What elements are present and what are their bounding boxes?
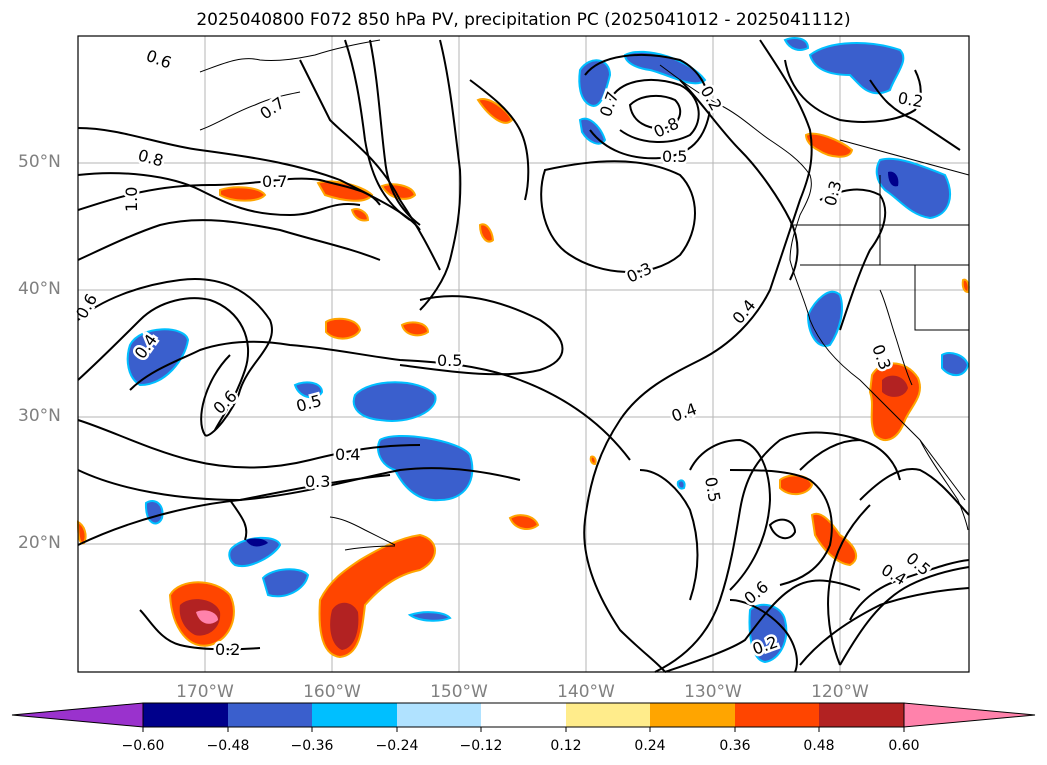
contour-label: 0.4	[335, 445, 360, 464]
coastlines	[199, 39, 970, 551]
colorbar-tick-label: 0.60	[888, 738, 920, 754]
map-frame	[77, 35, 970, 673]
colorbar	[11, 702, 1036, 732]
colorbar-bin	[481, 703, 566, 727]
colorbar-bin	[650, 703, 735, 727]
lon-label: 160°W	[303, 682, 361, 702]
lon-label: 140°W	[557, 682, 615, 702]
colorbar-tick-label: 0.24	[634, 738, 666, 754]
map-title: 2025040800 F072 850 hPa PV, precipitatio…	[196, 10, 851, 30]
contour-label: 0.2	[215, 640, 240, 659]
colorbar-bin	[228, 703, 312, 727]
colorbar-bin	[735, 703, 819, 727]
lat-label: 20°N	[18, 533, 61, 553]
colorbar-bin	[397, 703, 481, 727]
colorbar-tick-label: −0.12	[459, 738, 503, 754]
lat-label: 30°N	[18, 406, 61, 426]
lat-label: 40°N	[18, 279, 61, 299]
pv-contours	[77, 39, 970, 673]
colorbar-tick-label: 0.36	[719, 738, 751, 754]
contour-label: 0.5	[437, 351, 462, 370]
lon-label: 120°W	[811, 682, 869, 702]
colorbar-bin	[143, 703, 228, 727]
colorbar-bin	[312, 703, 397, 727]
colorbar-extend-min	[11, 702, 144, 728]
contour-label: 0.5	[662, 147, 687, 166]
colorbar-tick-label: −0.48	[206, 738, 250, 754]
colorbar-extend-max	[903, 702, 1036, 728]
lon-label: 170°W	[176, 682, 234, 702]
colorbar-tick-label: 0.48	[803, 738, 835, 754]
map-plot-area: 0.6 0.7 0.8 1.0 0.7 0.6 0.4 0.6 0.5 0.5 …	[70, 35, 970, 673]
lon-label: 150°W	[430, 682, 488, 702]
colorbar-bin	[819, 703, 904, 727]
colorbar-tick-label: −0.60	[121, 738, 165, 754]
lon-label: 130°W	[684, 682, 742, 702]
contour-label: 1.0	[122, 187, 141, 212]
colorbar-tick-label: 0.12	[550, 738, 582, 754]
contour-label: 0.3	[305, 472, 330, 491]
contour-label: 0.7	[262, 172, 287, 191]
colorbar-bin	[566, 703, 650, 727]
colorbar-tick-label: −0.36	[290, 738, 334, 754]
lat-label: 50°N	[18, 152, 61, 172]
colorbar-tick-label: −0.24	[375, 738, 419, 754]
